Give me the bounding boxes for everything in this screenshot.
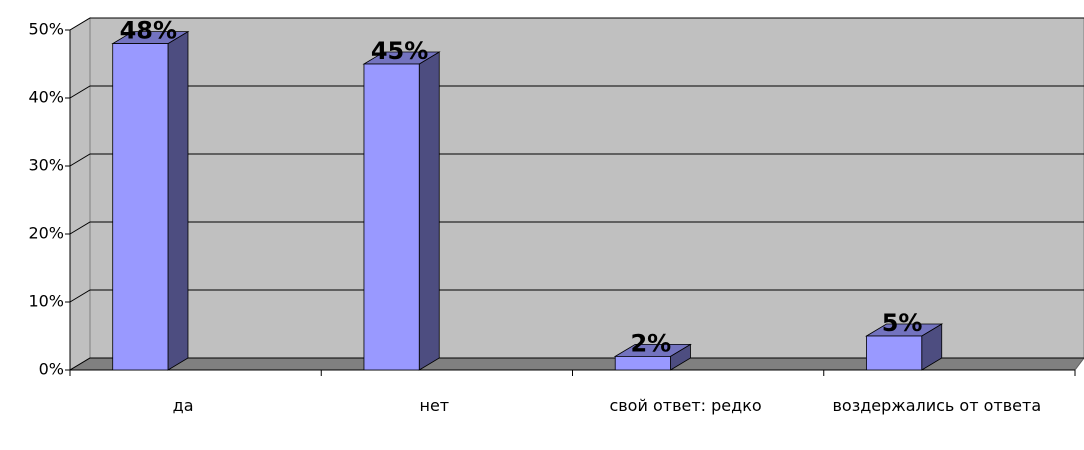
side-wall <box>69 17 91 371</box>
grid-line <box>69 357 1084 371</box>
y-tick-label: 50% <box>28 20 64 39</box>
grid-line <box>69 289 1084 303</box>
bar <box>112 43 169 371</box>
data-label: 48% <box>120 17 177 45</box>
x-tick-label: свой ответ: редко <box>609 396 762 415</box>
back-wall <box>89 17 1084 359</box>
data-label: 45% <box>371 37 428 65</box>
grid-line <box>69 17 1084 31</box>
y-tick-label: 0% <box>39 360 64 379</box>
y-tick-label: 30% <box>28 156 64 175</box>
bar-side <box>167 30 189 371</box>
y-tick-label: 20% <box>28 224 64 243</box>
x-tick-label: нет <box>419 396 450 415</box>
x-tick-label: воздержались от ответа <box>832 396 1042 415</box>
bar <box>363 63 420 371</box>
y-tick-label: 10% <box>28 292 64 311</box>
x-tick-label: да <box>172 396 194 415</box>
grid-line <box>69 153 1084 167</box>
data-label: 2% <box>630 329 671 357</box>
data-label: 5% <box>882 309 923 337</box>
bar-side <box>418 51 440 371</box>
grid-line <box>69 85 1084 99</box>
bar <box>614 355 671 371</box>
grid-line <box>69 221 1084 235</box>
bar <box>866 335 923 371</box>
y-tick-label: 40% <box>28 88 64 107</box>
